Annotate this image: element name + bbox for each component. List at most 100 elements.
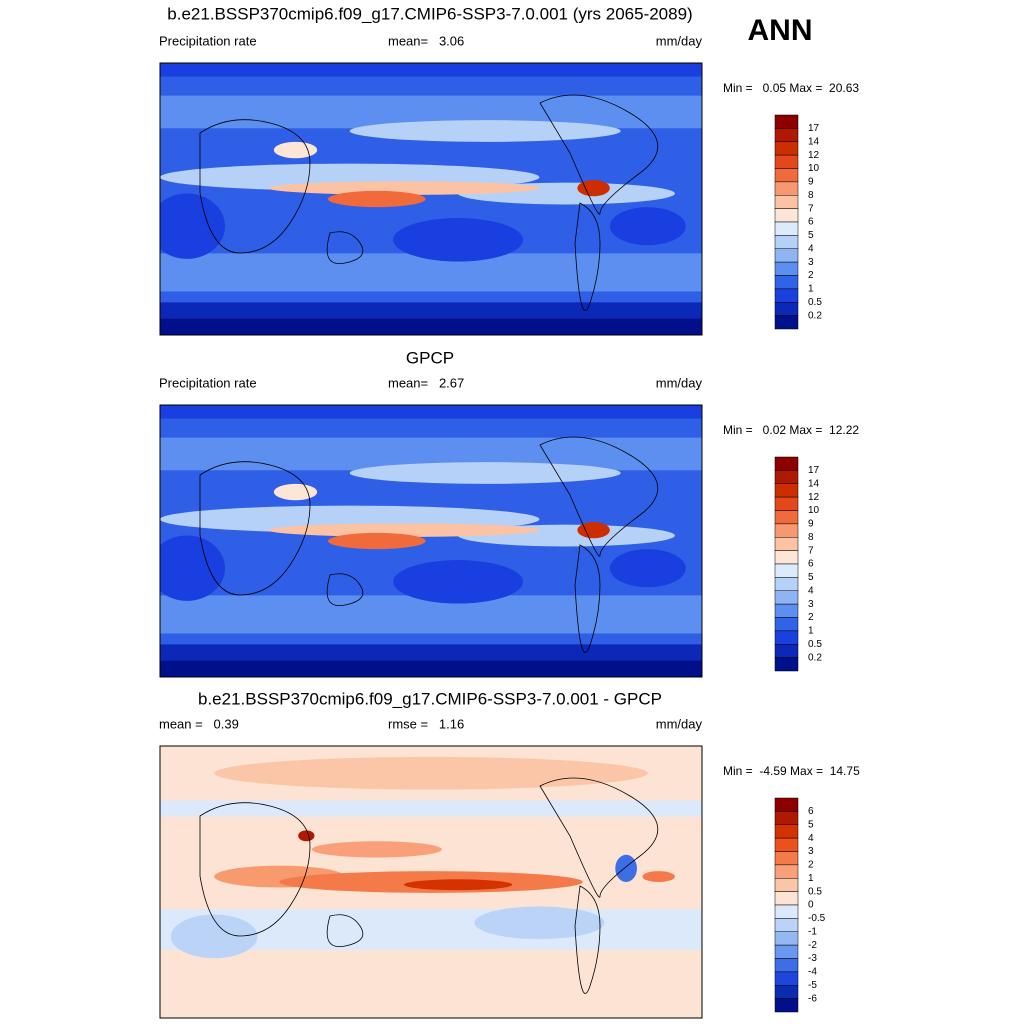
colorbar-label: 1	[808, 873, 814, 884]
colorbar-box	[774, 288, 799, 303]
main-title: b.e21.BSSP370cmip6.f09_g17.CMIP6-SSP3-7.…	[167, 4, 692, 23]
colorbar-label: -4	[808, 967, 817, 978]
colorbar-label: 6	[808, 559, 814, 570]
min-max: Min = 0.02 Max = 12.22	[723, 423, 859, 437]
colorbar-box	[774, 824, 799, 839]
map-blob	[268, 181, 540, 195]
colorbar-box	[774, 851, 799, 866]
colorbar-box	[774, 248, 799, 263]
colorbar-label: 5	[808, 230, 814, 241]
colorbar-label: 4	[808, 585, 814, 596]
map	[160, 746, 702, 1018]
colorbar-box	[774, 483, 799, 498]
colorbar-label: 0.2	[808, 310, 822, 321]
colorbar-label: 14	[808, 478, 820, 489]
colorbar-box	[774, 235, 799, 249]
map-blob	[577, 179, 610, 197]
colorbar-box	[774, 657, 799, 672]
colorbar-label: 3	[808, 599, 814, 610]
colorbar-label: 5	[808, 819, 814, 830]
colorbar-box	[774, 931, 799, 946]
map	[160, 63, 702, 335]
coastline	[539, 436, 658, 557]
map-blob	[273, 483, 318, 501]
map-band	[160, 63, 702, 77]
coastline	[326, 914, 364, 948]
coastline	[326, 573, 364, 607]
map-frame	[159, 745, 703, 1019]
colorbar-label: 6	[808, 217, 814, 228]
map-blob	[328, 190, 426, 208]
colorbar-box	[774, 168, 799, 183]
colorbar-label: 2	[808, 270, 814, 281]
map-band	[160, 800, 702, 817]
colorbar-box	[774, 510, 799, 525]
colorbar-label: 3	[808, 257, 814, 268]
colorbar-box	[774, 904, 799, 919]
map-blob	[160, 535, 226, 601]
colorbar-label: 4	[808, 243, 814, 254]
colorbar-box	[774, 456, 799, 471]
colorbar-box	[774, 315, 799, 330]
colorbar-label: 3	[808, 846, 814, 857]
colorbar-label: 5	[808, 572, 814, 583]
colorbar-box	[774, 261, 799, 276]
colorbar-box	[774, 918, 799, 932]
map-blob	[393, 560, 524, 604]
colorbar-label: 8	[808, 190, 814, 201]
colorbar-box	[774, 275, 799, 290]
colorbar-box	[774, 470, 799, 484]
map-blob	[273, 141, 318, 159]
units-label: mm/day	[656, 33, 703, 48]
coastline	[574, 544, 601, 653]
colorbar-label: -0.5	[808, 913, 826, 924]
colorbar-box	[774, 523, 799, 538]
map-blob	[349, 120, 621, 142]
map-blob	[609, 549, 686, 588]
colorbar-label: 12	[808, 492, 820, 503]
map-band	[160, 405, 702, 419]
colorbar-box	[774, 891, 799, 906]
colorbar-box	[774, 958, 799, 973]
colorbar-label: 10	[808, 163, 820, 174]
map-blob	[615, 854, 637, 883]
left-label: Precipitation rate	[159, 33, 257, 48]
colorbar-label: 9	[808, 519, 814, 530]
map-blob	[609, 207, 686, 246]
colorbar-box	[774, 630, 799, 645]
colorbar-label: 10	[808, 505, 820, 516]
left-label: Precipitation rate	[159, 375, 257, 390]
colorbar-box	[774, 195, 799, 209]
colorbar-box	[774, 496, 799, 511]
colorbar-label: -2	[808, 940, 817, 951]
coastline	[539, 777, 658, 898]
season-label: ANN	[748, 14, 813, 47]
coastline	[574, 202, 601, 311]
colorbar-box	[774, 998, 799, 1013]
colorbar-box	[774, 878, 799, 892]
colorbar-box	[774, 617, 799, 632]
map-band	[160, 595, 702, 634]
coastline	[539, 94, 658, 215]
colorbar-label: -5	[808, 980, 817, 991]
coastline	[199, 119, 311, 254]
colorbar-label: 17	[808, 123, 820, 134]
colorbar-box	[774, 837, 799, 852]
left-label: mean = 0.39	[159, 716, 239, 731]
colorbar-box	[774, 550, 799, 565]
colorbar-box	[774, 797, 799, 812]
colorbar-box	[774, 537, 799, 551]
colorbar-label: 7	[808, 545, 814, 556]
coastline	[574, 885, 601, 994]
units-label: mm/day	[656, 375, 703, 390]
map-blob	[268, 523, 540, 537]
center-label: mean= 3.06	[388, 33, 464, 48]
colorbar-box	[774, 141, 799, 156]
colorbar-label: 1	[808, 626, 814, 637]
map-blob	[170, 914, 258, 959]
colorbar-label: 8	[808, 532, 814, 543]
colorbar-label: 17	[808, 465, 820, 476]
colorbar-box	[774, 971, 799, 986]
map-band	[160, 318, 702, 335]
